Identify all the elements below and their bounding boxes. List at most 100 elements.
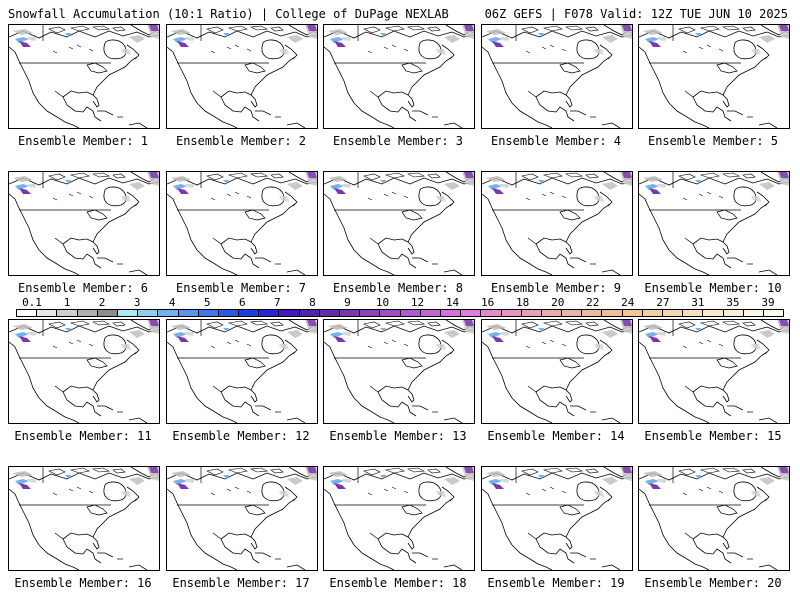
scale-color-bar <box>16 309 784 317</box>
scale-swatch <box>420 310 441 316</box>
scale-swatch <box>703 310 724 316</box>
scale-swatch <box>77 310 98 316</box>
scale-swatch <box>117 310 139 316</box>
ensemble-member-caption: Ensemble Member: 9 <box>490 281 622 295</box>
ensemble-member-map <box>481 466 633 571</box>
snowfall-color-scale: 0.1 1 2 3 4 5 6 7 8 9 10 12 14 16 18 20 22 24 27 31 35 39 <box>16 297 784 319</box>
scale-swatch <box>37 310 58 316</box>
north-america-basemap <box>167 467 317 570</box>
north-america-basemap <box>167 25 317 128</box>
ensemble-member-map <box>166 466 318 571</box>
ensemble-member-map <box>166 24 318 129</box>
ensemble-member-caption: Ensemble Member: 15 <box>644 429 782 443</box>
ensemble-member-map <box>323 466 475 571</box>
north-america-basemap <box>482 172 632 275</box>
scale-swatch <box>663 310 684 316</box>
ensemble-member-map <box>638 319 790 424</box>
ensemble-member-map <box>166 319 318 424</box>
scale-tick-label: 2 <box>98 296 106 309</box>
scale-swatch <box>97 310 118 316</box>
scale-swatch <box>57 310 78 316</box>
scale-swatch <box>642 310 663 316</box>
north-america-basemap <box>167 320 317 423</box>
north-america-basemap <box>324 172 474 275</box>
ensemble-member-map <box>481 319 633 424</box>
north-america-basemap <box>639 172 789 275</box>
map-title: Snowfall Accumulation (10:1 Ratio) | Col… <box>8 7 449 21</box>
north-america-basemap <box>9 320 159 423</box>
scale-tick-label: 20 <box>551 296 565 309</box>
scale-tick-label: 24 <box>621 296 635 309</box>
ensemble-member-caption: Ensemble Member: 14 <box>487 429 625 443</box>
north-america-basemap <box>639 320 789 423</box>
scale-tick-label: 39 <box>761 296 775 309</box>
north-america-basemap <box>639 25 789 128</box>
north-america-basemap <box>9 25 159 128</box>
scale-swatch <box>562 310 583 316</box>
scale-swatch <box>481 310 502 316</box>
scale-swatch <box>218 310 240 316</box>
ensemble-member-map <box>8 171 160 276</box>
scale-swatch <box>340 310 361 316</box>
scale-swatch <box>743 310 764 316</box>
scale-tick-label: 31 <box>691 296 705 309</box>
scale-swatch <box>239 310 260 316</box>
scale-tick-label: 9 <box>344 296 351 309</box>
ensemble-member-caption: Ensemble Member: 10 <box>644 281 782 295</box>
north-america-basemap <box>324 320 474 423</box>
scale-tick-label: 7 <box>274 296 281 309</box>
ensemble-member-map <box>8 319 160 424</box>
scale-tick-label: 4 <box>168 296 176 309</box>
scale-tick-label: 35 <box>726 296 740 309</box>
ensemble-member-map <box>323 319 475 424</box>
scale-tick-label: 22 <box>586 296 600 309</box>
ensemble-member-map <box>323 24 475 129</box>
scale-swatch <box>198 310 219 316</box>
north-america-basemap <box>167 172 317 275</box>
ensemble-member-map <box>323 171 475 276</box>
scale-swatch <box>683 310 704 316</box>
ensemble-member-caption: Ensemble Member: 4 <box>490 134 622 148</box>
scale-tick-label: 5 <box>203 296 211 309</box>
scale-swatch <box>319 310 340 316</box>
north-america-basemap <box>324 467 474 570</box>
north-america-basemap <box>482 320 632 423</box>
scale-tick-label: 6 <box>238 296 246 309</box>
ensemble-member-caption: Ensemble Member: 12 <box>172 429 310 443</box>
scale-tick-label: 1 <box>63 296 71 309</box>
ensemble-member-map <box>166 171 318 276</box>
ensemble-member-map <box>638 171 790 276</box>
ensemble-member-caption: Ensemble Member: 19 <box>487 576 625 590</box>
scale-tick-label: 12 <box>410 296 425 309</box>
scale-swatch <box>400 310 421 316</box>
ensemble-member-map <box>638 24 790 129</box>
scale-swatch <box>501 310 522 316</box>
scale-swatch <box>461 310 482 316</box>
scale-swatch <box>622 310 643 316</box>
ensemble-member-map <box>8 466 160 571</box>
ensemble-member-caption: Ensemble Member: 16 <box>14 576 152 590</box>
north-america-basemap <box>639 467 789 570</box>
north-america-basemap <box>482 25 632 128</box>
ensemble-member-caption: Ensemble Member: 8 <box>332 281 464 295</box>
scale-swatch <box>279 310 300 316</box>
scale-swatch <box>440 310 462 316</box>
ensemble-member-map <box>638 466 790 571</box>
ensemble-member-caption: Ensemble Member: 7 <box>175 281 307 295</box>
ensemble-member-map <box>8 24 160 129</box>
ensemble-member-caption: Ensemble Member: 13 <box>329 429 467 443</box>
scale-swatch <box>380 310 401 316</box>
north-america-basemap <box>482 467 632 570</box>
scale-tick-label: 16 <box>480 296 495 309</box>
scale-swatch <box>541 310 563 316</box>
scale-tick-label: 10 <box>375 296 390 309</box>
ensemble-member-caption: Ensemble Member: 20 <box>644 576 782 590</box>
scale-swatch <box>158 310 179 316</box>
ensemble-member-map <box>481 24 633 129</box>
scale-swatch <box>17 310 38 316</box>
ensemble-member-caption: Ensemble Member: 3 <box>332 134 464 148</box>
ensemble-member-caption: Ensemble Member: 17 <box>172 576 310 590</box>
ensemble-member-caption: Ensemble Member: 18 <box>329 576 467 590</box>
scale-swatch <box>138 310 159 316</box>
scale-tick-label: 14 <box>445 296 460 309</box>
